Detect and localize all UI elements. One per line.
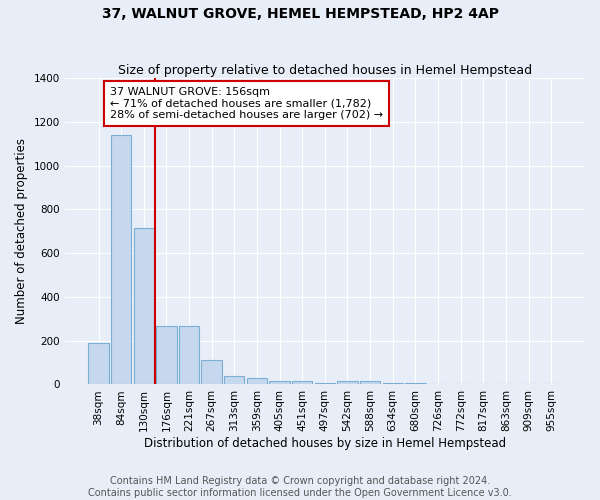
- Bar: [247, 378, 267, 384]
- Y-axis label: Number of detached properties: Number of detached properties: [15, 138, 28, 324]
- Bar: [314, 383, 335, 384]
- Title: Size of property relative to detached houses in Hemel Hempstead: Size of property relative to detached ho…: [118, 64, 532, 77]
- Bar: [134, 228, 154, 384]
- Bar: [383, 383, 403, 384]
- Bar: [360, 381, 380, 384]
- Bar: [224, 376, 244, 384]
- Bar: [202, 360, 222, 384]
- Bar: [269, 380, 290, 384]
- Text: 37, WALNUT GROVE, HEMEL HEMPSTEAD, HP2 4AP: 37, WALNUT GROVE, HEMEL HEMPSTEAD, HP2 4…: [101, 8, 499, 22]
- Bar: [179, 326, 199, 384]
- Text: 37 WALNUT GROVE: 156sqm
← 71% of detached houses are smaller (1,782)
28% of semi: 37 WALNUT GROVE: 156sqm ← 71% of detache…: [110, 87, 383, 120]
- Bar: [405, 383, 425, 384]
- X-axis label: Distribution of detached houses by size in Hemel Hempstead: Distribution of detached houses by size …: [144, 437, 506, 450]
- Bar: [88, 343, 109, 384]
- Text: Contains HM Land Registry data © Crown copyright and database right 2024.
Contai: Contains HM Land Registry data © Crown c…: [88, 476, 512, 498]
- Bar: [337, 381, 358, 384]
- Bar: [292, 380, 313, 384]
- Bar: [156, 326, 176, 384]
- Bar: [111, 135, 131, 384]
